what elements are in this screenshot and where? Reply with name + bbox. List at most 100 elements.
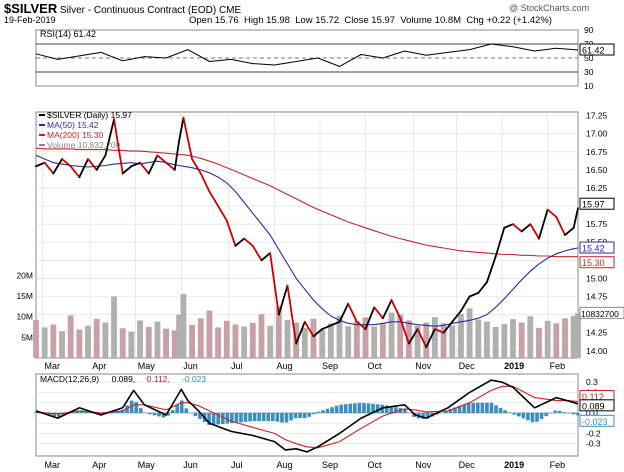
macd-histogram-bar (138, 408, 143, 413)
macd-histogram-bar (111, 412, 116, 413)
volume-bar (67, 315, 74, 358)
volume-bar (397, 314, 404, 358)
macd-histogram-bar (371, 403, 375, 413)
price-segment (95, 154, 107, 171)
macd-value-tag: -0.023 (582, 417, 608, 427)
rsi-tick-label: 90 (584, 25, 594, 35)
rsi-frame (35, 29, 579, 87)
macd-histogram-bar (571, 412, 576, 415)
price-tick-label: 17.00 (586, 129, 608, 139)
price-value-tag: 15.42 (582, 244, 605, 254)
price-segment (529, 223, 540, 240)
macd-histogram-bar (307, 412, 312, 417)
volume-bar (570, 315, 577, 358)
volume-bar (575, 313, 581, 358)
volume-bar (362, 317, 369, 358)
macd-histogram-bar (494, 405, 498, 413)
price-tick-label: 16.50 (586, 165, 608, 175)
rsi-line (35, 43, 579, 67)
macd-histogram-bar (334, 405, 339, 413)
volume-bar (41, 327, 48, 358)
macd-histogram-bar (425, 412, 430, 419)
price-month-label: Dec (459, 361, 476, 371)
volume-bar (458, 313, 464, 358)
rsi-tick-label: 50 (584, 53, 594, 63)
volume-bar (85, 325, 91, 358)
macd-histogram-bar (56, 412, 61, 417)
price-segment (182, 116, 193, 160)
price-segment (286, 284, 298, 345)
volume-bar (475, 319, 482, 358)
price-value-tag-box (579, 256, 615, 269)
macd-tick-label: -0.3 (586, 439, 601, 449)
macd-histogram-bar (403, 409, 407, 413)
macd-histogram-bar (84, 411, 88, 413)
macd-histogram-bar (457, 406, 462, 413)
price-segment (78, 158, 89, 179)
volume-bar (431, 317, 438, 358)
price-segment (303, 320, 315, 338)
macd-histogram-bar (298, 412, 302, 419)
macd-histogram-bar (480, 402, 485, 413)
macd-histogram-bar (248, 412, 252, 422)
macd-histogram-bar (134, 402, 139, 413)
price-segment (147, 154, 159, 175)
macd-histogram-bar (339, 404, 343, 413)
macd-histogram-bar (553, 410, 558, 413)
volume-bar (449, 325, 456, 358)
price-segment (269, 252, 280, 316)
price-segment (156, 154, 167, 164)
volume-bar (215, 327, 222, 358)
macd-histogram-bar (75, 410, 79, 413)
macd-histogram-bar (302, 412, 307, 419)
rsi-value-tag-box (579, 43, 615, 56)
price-segment (442, 320, 454, 334)
price-segment (407, 328, 419, 345)
macd-histogram-bar (266, 412, 271, 422)
volume-bar (206, 310, 213, 358)
macd-tick-label: 0.0 (586, 408, 598, 418)
price-segment (113, 118, 124, 175)
macd-legend-part: -0.023 (182, 374, 206, 384)
price-segment (338, 302, 350, 323)
price-tick-label: 15.00 (586, 273, 608, 283)
macd-histogram-bar (412, 412, 416, 417)
macd-histogram-bar (293, 412, 298, 419)
chart-header: $SILVER Silver - Continuous Contract (EO… (4, 1, 241, 16)
price-segment (277, 284, 289, 316)
macd-month-label: Nov (415, 460, 432, 470)
price-segment (425, 328, 436, 349)
price-segment (416, 328, 428, 349)
price-segment (217, 205, 228, 222)
price-tick-label: 16.25 (586, 183, 608, 193)
macd-histogram-bar (129, 400, 134, 413)
volume-value: 10.8M (434, 15, 462, 26)
macd-tick-label: -0.2 (586, 428, 601, 438)
macd-histogram-bar (239, 412, 243, 423)
price-segment (251, 244, 263, 262)
price-segment (139, 161, 150, 175)
volume-bar (163, 328, 169, 358)
volume-bar (371, 326, 378, 358)
watermark: @ StockCharts.com (509, 3, 590, 13)
macd-histogram-bar (179, 400, 184, 413)
macd-histogram-bar (289, 412, 293, 421)
exchange: CME (218, 5, 242, 16)
low-value: 15.72 (315, 15, 340, 26)
macd-histogram-bar (394, 407, 398, 413)
macd-histogram-bar (507, 412, 512, 413)
macd-histogram-bar (261, 412, 266, 422)
rsi-tick-label: 10 (584, 81, 594, 91)
macd-histogram-bar (521, 412, 526, 419)
macd-histogram-bar (485, 402, 489, 413)
macd-histogram-bar (280, 412, 284, 423)
macd-histogram-bar (275, 412, 280, 422)
macd-histogram-bar (161, 412, 166, 418)
price-segment (564, 226, 575, 236)
volume-bar (111, 296, 117, 358)
macd-histogram-bar (539, 412, 544, 419)
price-month-label: May (138, 361, 156, 371)
macd-month-label: Mar (45, 460, 61, 470)
price-legend-label: MA(200) 15.30 (47, 130, 103, 140)
